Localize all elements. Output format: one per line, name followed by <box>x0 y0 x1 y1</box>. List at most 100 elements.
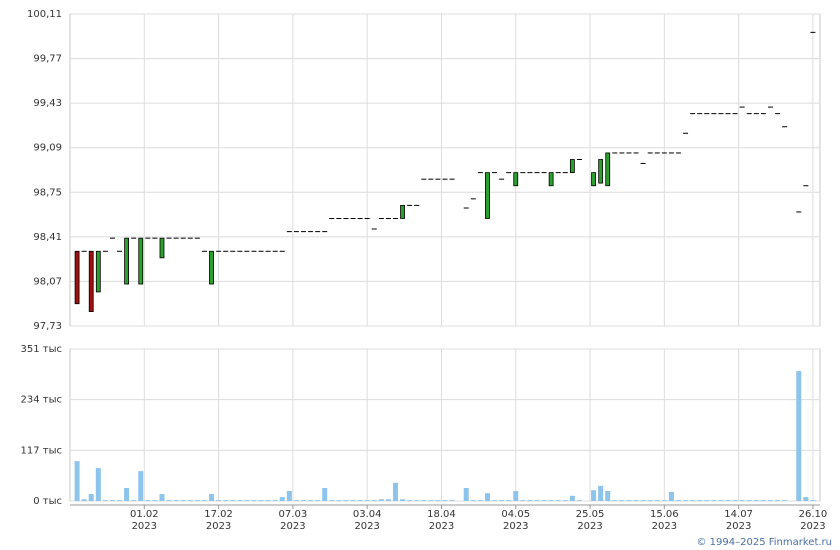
volume-bar <box>739 500 745 501</box>
candle-body <box>124 237 130 285</box>
x-tick-year: 2023 <box>429 521 454 532</box>
volume-bar <box>216 500 222 501</box>
volume-bar <box>180 500 186 501</box>
volume-bar <box>322 488 328 501</box>
price-panel <box>69 13 821 327</box>
volume-bar <box>690 500 696 501</box>
volume-bar <box>279 497 285 501</box>
candle-body <box>138 237 144 285</box>
volume-bar <box>555 500 561 501</box>
volume-bar <box>704 500 710 501</box>
volume-bar <box>173 500 179 501</box>
volume-bar <box>640 500 646 501</box>
volume-bar <box>506 500 512 501</box>
volume-bar <box>258 500 264 501</box>
volume-bar <box>88 494 94 501</box>
volume-bar <box>421 500 427 501</box>
volume-bar <box>237 500 243 501</box>
volume-bar <box>626 500 632 501</box>
volume-bar <box>534 500 540 501</box>
candle-body <box>209 250 214 285</box>
volume-bar <box>605 491 611 501</box>
volume-bar <box>336 500 342 501</box>
volume-bar <box>159 494 165 501</box>
x-tick-label: 18.04 <box>427 509 456 520</box>
volume-bar <box>541 500 547 501</box>
x-tick-year: 2023 <box>726 521 751 532</box>
x-tick-year: 2023 <box>206 521 231 532</box>
volume-bar <box>201 500 207 501</box>
x-tick-year: 2023 <box>652 521 677 532</box>
volume-bar <box>484 493 490 501</box>
x-tick-year: 2023 <box>800 521 825 532</box>
candle-body <box>400 204 405 219</box>
x-tick-label: 25.05 <box>576 509 605 520</box>
volume-bar <box>435 500 441 501</box>
volume-bar <box>442 500 448 501</box>
volume-bar <box>562 500 568 501</box>
volume-bar <box>598 485 604 501</box>
candle-body <box>605 152 611 187</box>
volume-bar <box>782 500 788 501</box>
volume-tick-label: 0 тыс <box>33 496 62 507</box>
y-tick-label: 98,07 <box>33 276 62 287</box>
volume-bar <box>265 500 271 501</box>
volume-panel <box>69 348 821 502</box>
volume-bar <box>661 500 667 501</box>
x-tick-label: 07.03 <box>279 509 308 520</box>
volume-bar <box>109 500 115 501</box>
volume-bar <box>364 500 370 501</box>
x-tick-year: 2023 <box>354 521 379 532</box>
volume-bar <box>753 500 759 501</box>
volume-bar <box>548 500 554 501</box>
volume-bar <box>470 500 476 501</box>
volume-bar <box>350 500 356 501</box>
volume-bar <box>718 500 724 501</box>
y-tick-label: 98,41 <box>33 232 62 243</box>
volume-bar <box>209 494 215 501</box>
candle-body <box>95 250 101 293</box>
volume-bar <box>145 500 151 501</box>
x-tick-label: 14.07 <box>724 509 753 520</box>
volume-bar <box>428 500 434 501</box>
volume-bar <box>371 500 377 501</box>
volume-bar <box>152 500 158 501</box>
x-tick-label: 17.02 <box>204 509 233 520</box>
volume-bar <box>286 491 292 501</box>
volume-bar <box>711 500 717 501</box>
volume-bar <box>357 500 363 501</box>
volume-bar <box>293 500 299 501</box>
volume-bar <box>343 500 349 501</box>
volume-bar <box>392 482 398 501</box>
volume-bar <box>166 500 172 501</box>
volume-bar <box>414 500 420 501</box>
volume-bar <box>244 500 250 501</box>
volume-bar <box>492 500 498 501</box>
x-tick-label: 04.05 <box>501 509 530 520</box>
volume-bar <box>775 500 781 501</box>
volume-bar <box>124 488 130 501</box>
volume-bar <box>300 500 306 501</box>
x-tick-label: 01.02 <box>130 509 159 520</box>
volume-tick-label: 351 тыс <box>21 344 62 355</box>
volume-bar <box>732 500 738 501</box>
volume-bar <box>527 500 533 501</box>
volume-bar <box>230 500 236 501</box>
y-tick-label: 99,77 <box>33 54 62 65</box>
volume-bar <box>272 500 278 501</box>
volume-bar <box>449 500 455 501</box>
volume-bar <box>746 500 752 501</box>
volume-bar <box>138 471 144 501</box>
volume-bar <box>683 500 689 501</box>
volume-bar <box>378 499 384 501</box>
candle-body <box>598 159 604 184</box>
volume-bar <box>633 500 639 501</box>
volume-bar <box>251 500 257 501</box>
volume-bar <box>477 500 483 501</box>
volume-bar <box>95 468 101 501</box>
volume-bar <box>81 499 87 501</box>
volume-bar <box>308 500 314 501</box>
volume-bar <box>725 500 731 501</box>
volume-bar <box>117 500 123 501</box>
